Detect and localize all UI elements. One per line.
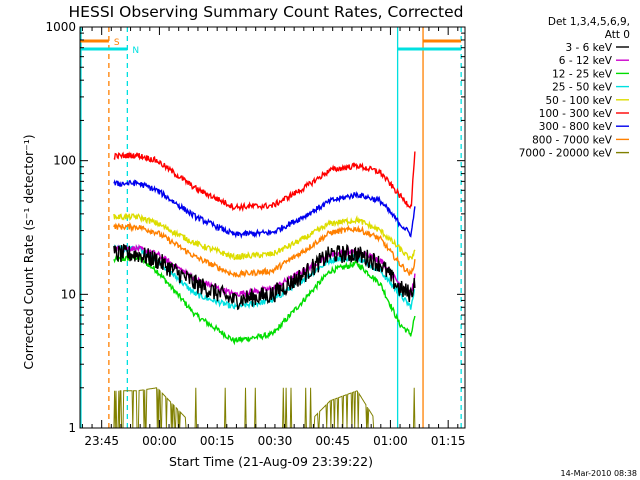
legend-entry: 50 - 100 keV <box>545 95 612 107</box>
x-tick-label: 00:00 <box>142 434 177 448</box>
legend-entry: 800 - 7000 keV <box>532 134 613 146</box>
legend-entry: 6 - 12 keV <box>559 55 613 67</box>
legend-entry: 100 - 300 keV <box>539 108 613 120</box>
footer-timestamp: 14-Mar-2010 08:38 <box>561 469 638 478</box>
legend-header: Det 1,3,4,5,6,9, <box>548 16 630 28</box>
x-axis-label: Start Time (21-Aug-09 23:39:22) <box>169 454 373 469</box>
x-tick-label: 00:30 <box>258 434 293 448</box>
series-line-12-25kev <box>113 252 416 346</box>
legend-entry: 3 - 6 keV <box>565 42 612 54</box>
series-line-100-300kev <box>113 151 416 213</box>
y-tick-label: 1000 <box>45 20 76 34</box>
series-line-300-800kev <box>113 179 416 240</box>
chart-title: HESSI Observing Summary Count Rates, Cor… <box>69 3 464 21</box>
y-tick-label: 1 <box>68 421 76 435</box>
x-tick-label: 01:15 <box>431 434 466 448</box>
legend-entry: 25 - 50 keV <box>552 82 613 94</box>
marker-label-N: N <box>132 46 139 56</box>
legend-entry: 7000 - 20000 keV <box>519 148 613 160</box>
plot-area: SN <box>80 27 462 429</box>
marker-label-S: S <box>114 38 120 48</box>
axes: 1 10 100 1000 23:45 00:00 00:15 00:30 00:45 01:00… <box>45 20 466 448</box>
x-tick-label: 01:00 <box>373 434 408 448</box>
y-tick-label: 10 <box>61 287 76 301</box>
series-line-50-100kev <box>113 212 416 261</box>
x-tick-label: 00:45 <box>315 434 350 448</box>
x-tick-label: 23:45 <box>84 434 119 448</box>
x-tick-label: 00:15 <box>200 434 235 448</box>
y-axis-label: Corrected Count Rate (s⁻¹ detector⁻¹) <box>21 134 36 369</box>
series-line-3-6kev <box>113 243 416 311</box>
y-tick-label: 100 <box>53 154 76 168</box>
series-line-800-7000kev <box>113 221 416 278</box>
plot-frame <box>79 26 466 429</box>
legend-header: Att 0 <box>605 29 630 41</box>
legend-entry: 300 - 800 keV <box>539 121 613 133</box>
legend-entry: 12 - 25 keV <box>552 68 613 80</box>
